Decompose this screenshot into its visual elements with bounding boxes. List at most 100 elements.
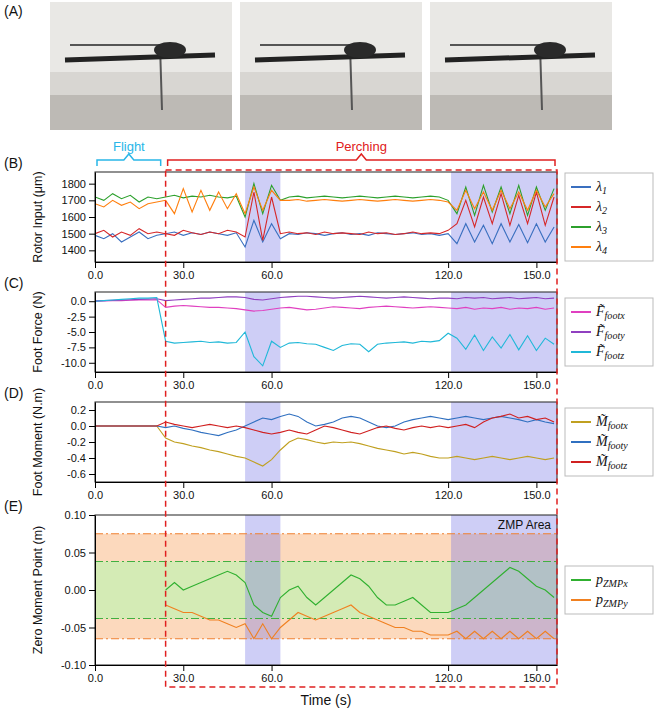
tick-mark <box>536 262 537 268</box>
legend-swatch <box>571 441 591 443</box>
series-line <box>95 414 554 436</box>
photo-background <box>430 2 612 130</box>
tick-mark <box>89 234 95 235</box>
axis-title: Foot Moment (N.m) <box>31 388 45 496</box>
x-axis: 0.030.060.0120.0150.0 <box>88 665 558 684</box>
photo-wall <box>240 2 422 72</box>
tick-label: 0.00 <box>65 584 86 596</box>
tick-label: 1700 <box>62 194 86 206</box>
tick-label: -2.5 <box>67 311 86 323</box>
tick: 0.0 <box>71 420 95 432</box>
tick: -0.10 <box>61 659 95 671</box>
legend-swatch <box>571 311 591 313</box>
tick-mark <box>89 347 95 348</box>
legend: λ1λ2λ3λ4 <box>565 173 653 261</box>
photo <box>50 2 232 130</box>
tick: 150.0 <box>523 262 551 281</box>
tick: 30.0 <box>173 665 194 684</box>
legend-swatch <box>571 579 591 581</box>
tick: 1400 <box>62 244 95 256</box>
tick-mark <box>89 515 95 516</box>
zmp-boundary <box>95 533 557 534</box>
tick-mark <box>89 317 95 318</box>
tick: 60.0 <box>261 372 282 391</box>
tick-mark <box>536 665 537 671</box>
axis-line <box>95 516 96 666</box>
tick-label: -0.2 <box>67 436 86 448</box>
tick-label: 30.0 <box>173 379 194 391</box>
tick-mark <box>89 410 95 411</box>
phase-box <box>166 170 557 687</box>
tick-label: 30.0 <box>173 672 194 684</box>
legend-swatch <box>571 246 591 248</box>
tick-mark <box>183 665 184 671</box>
axis-title: Time (s) <box>301 692 352 708</box>
tick-label: -0.6 <box>67 468 86 480</box>
tick: 0.2 <box>71 404 95 416</box>
annotation: ZMP Area <box>498 518 551 532</box>
legend: pZMPx pZMPy <box>565 566 653 614</box>
plot-frame <box>95 292 557 372</box>
tick-mark <box>89 474 95 475</box>
tick: 30.0 <box>173 482 194 501</box>
tick-label: 60.0 <box>261 489 282 501</box>
chart-panel: Foot Moment (N.m)(D)0.030.060.0120.0150.… <box>4 385 653 501</box>
legend-label: λ4 <box>595 239 607 256</box>
photo-wall <box>50 2 232 72</box>
plot-area <box>95 172 557 262</box>
photo-robot <box>65 55 215 60</box>
tick-label: 0.10 <box>65 509 86 521</box>
tick-label: -5.0 <box>67 326 86 338</box>
axis-line <box>96 482 558 483</box>
tick-label: -7.5 <box>67 341 86 353</box>
tick: 0.0 <box>88 665 103 684</box>
tick-mark <box>95 372 96 378</box>
highlight-range <box>451 172 557 262</box>
tick-label: 1400 <box>62 244 86 256</box>
tick: 0.0 <box>88 372 103 391</box>
tick: 150.0 <box>523 482 551 501</box>
tick-mark <box>95 482 96 488</box>
legend-label: pZMPx <box>595 572 628 589</box>
legend-swatch <box>571 226 591 228</box>
tick: 0.0 <box>71 295 95 307</box>
tick-mark <box>272 262 273 268</box>
tick: -2.5 <box>67 311 95 323</box>
tick: 150.0 <box>523 665 551 684</box>
series-line <box>95 296 554 301</box>
tick-label: 150.0 <box>523 672 551 684</box>
y-axis: 0.0-2.5-5.0-7.5-10.0 <box>61 293 96 373</box>
tick: 0.0 <box>88 482 103 501</box>
zmp-boundary <box>95 561 557 562</box>
panel-label: (E) <box>4 498 23 514</box>
phase-bracket <box>97 154 161 166</box>
texts: Foot Force (N)(C) <box>4 275 45 373</box>
tick: 30.0 <box>173 372 194 391</box>
tick-label: 60.0 <box>261 672 282 684</box>
tick-mark <box>183 372 184 378</box>
photo-background <box>240 2 422 130</box>
tick-mark <box>89 628 95 629</box>
chart-panel: Foot Force (N)(C)0.030.060.0120.0150.00.… <box>4 275 653 391</box>
tick-mark <box>536 372 537 378</box>
tick-label: 120.0 <box>435 379 463 391</box>
tick-label: 60.0 <box>261 269 282 281</box>
tick-mark <box>272 372 273 378</box>
photo-rotor <box>154 42 186 58</box>
tick-label: 30.0 <box>173 489 194 501</box>
y-axis: 14001500160017001800 <box>62 173 96 263</box>
legend-label: M̃footz <box>595 454 627 471</box>
tick: 1500 <box>62 228 95 240</box>
phase-bracket <box>168 154 555 166</box>
legend-swatch <box>571 351 591 353</box>
legend-swatch <box>571 421 591 423</box>
tick-mark <box>95 665 96 671</box>
legend-swatch <box>571 599 591 601</box>
tick: 0.00 <box>65 584 95 596</box>
tick-mark <box>95 262 96 268</box>
legend-label: F̃footz <box>595 344 624 361</box>
legend-label: λ3 <box>595 219 607 236</box>
series-line <box>95 414 554 434</box>
legend-label: pZMPy <box>595 592 628 609</box>
axis-line <box>95 403 96 483</box>
